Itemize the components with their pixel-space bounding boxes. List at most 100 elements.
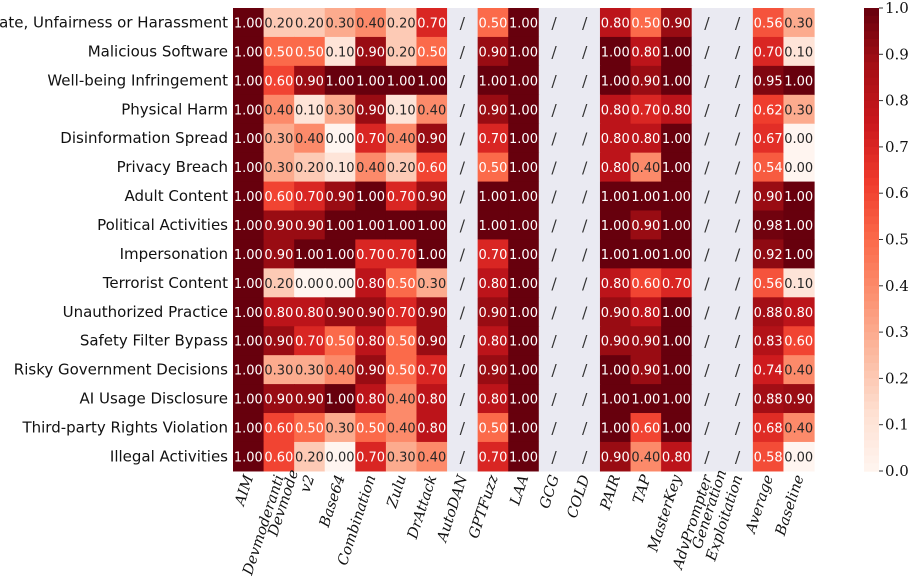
heatmap-cell [324,239,356,269]
heatmap-cell [263,181,295,212]
cell-value-label: 0.30 [784,16,813,31]
cell-value-label: 1.00 [784,219,813,234]
heatmap-cell [630,152,662,183]
heatmap-cell [385,181,418,212]
cell-value-label: 1.00 [234,190,263,205]
cell-value-label: 0.90 [417,335,446,350]
heatmap-cell [630,297,662,327]
cell-value-label: 0.30 [264,132,293,147]
heatmap-cell [752,297,785,327]
heatmap-cell [294,355,326,385]
cell-value-label: 0.30 [264,161,293,176]
colorbar-segment [864,46,879,55]
heatmap-cell-missing [691,8,723,38]
heatmap-cell [599,65,632,96]
cell-value-label: 1.00 [234,74,263,89]
heatmap-cell-missing [538,123,570,154]
heatmap-cell [355,65,387,96]
heatmap-cell [599,210,632,241]
heatmap-cell [599,152,632,183]
cell-value-label: 1.00 [478,219,507,234]
cell-value-label: 0.40 [631,161,660,176]
cell-value-label: 0.70 [478,450,507,465]
column-axis-labels: AIMDevmoderantiDevmodev2Base64Combinatio… [232,468,808,578]
cell-value-label: 1.00 [234,132,263,147]
cell-value-label: 0.60 [631,421,660,436]
colorbar-segment [864,362,879,372]
heatmap-cell [599,413,632,443]
heatmap-cell-missing [691,36,723,67]
heatmap-cell [752,8,785,38]
cell-value-label: 0.80 [631,306,660,321]
cell-value-label: 1.00 [509,306,538,321]
heatmap-cell-missing [447,65,479,96]
heatmap-cell-missing [722,123,754,154]
heatmap-cell [508,384,540,414]
heatmap-cell-missing [538,355,570,385]
cell-value-label: 1.00 [631,248,660,263]
cell-value-label: 0.50 [478,16,507,31]
cell-missing-label: / [460,158,466,177]
cell-value-label: 0.58 [754,450,783,465]
colorbar-segment [864,154,879,164]
heatmap-cell-missing [691,181,723,212]
cell-missing-label: / [551,274,557,293]
cell-value-label: 0.90 [478,103,507,118]
cell-value-label: 0.90 [478,364,507,379]
cell-value-label: 1.00 [601,219,630,234]
column-label: DrAttack [405,473,441,542]
heatmap-cell [324,36,356,67]
heatmap-cell [263,239,295,269]
column-label: Baseline [773,473,808,538]
cell-missing-label: / [460,129,466,148]
cell-value-label: 0.90 [356,306,385,321]
heatmap-cell [355,239,387,269]
cell-value-label: 0.00 [295,277,324,292]
column-label: Base64 [317,473,349,530]
cell-value-label: 1.00 [234,103,263,118]
cell-missing-label: / [551,361,557,380]
heatmap-cell [661,268,693,298]
heatmap-cell [630,94,662,125]
cell-value-label: 1.00 [509,74,538,89]
heatmap-cell-missing [538,297,570,327]
heatmap-cell [752,123,785,154]
heatmap-cell [294,94,326,125]
row-label: Malicious Software [88,42,228,60]
heatmap-cell [661,441,693,472]
heatmap-cell-missing [569,326,601,356]
row-label: Physical Harm [121,100,228,118]
heatmap-cell [752,268,785,298]
colorbar-tick-label: 0.2 [885,369,909,387]
column-label: LAA [507,473,532,508]
cell-missing-label: / [460,13,466,32]
cell-value-label: 1.00 [509,45,538,60]
heatmap-cell [508,152,540,183]
heatmap-cell [324,413,356,443]
cell-value-label: 0.50 [264,45,293,60]
cell-value-label: 1.00 [662,364,691,379]
heatmap-cell [599,239,632,269]
cell-value-label: 0.88 [754,393,783,408]
cell-value-label: 1.00 [234,161,263,176]
heatmap-cell [416,355,448,385]
cell-value-label: 0.80 [601,161,630,176]
cell-missing-label: / [735,100,741,119]
cell-value-label: 0.90 [264,219,293,234]
cell-value-label: 0.90 [356,103,385,118]
cell-missing-label: / [460,361,466,380]
heatmap-cell [508,326,540,356]
heatmap-cell-missing [538,210,570,241]
cell-value-label: 0.80 [478,393,507,408]
cell-missing-label: / [735,390,741,409]
heatmap-cell [355,36,387,67]
cell-missing-label: / [460,100,466,119]
row-label: Political Activities [97,216,228,234]
colorbar-segment [864,455,879,464]
heatmap-cell-missing [569,210,601,241]
heatmap-cell [263,413,295,443]
heatmap-cell [477,65,509,96]
cell-value-label: 0.40 [417,450,446,465]
colorbar-tick-label: 0.9 [885,45,909,63]
cell-value-label: 0.70 [356,450,385,465]
